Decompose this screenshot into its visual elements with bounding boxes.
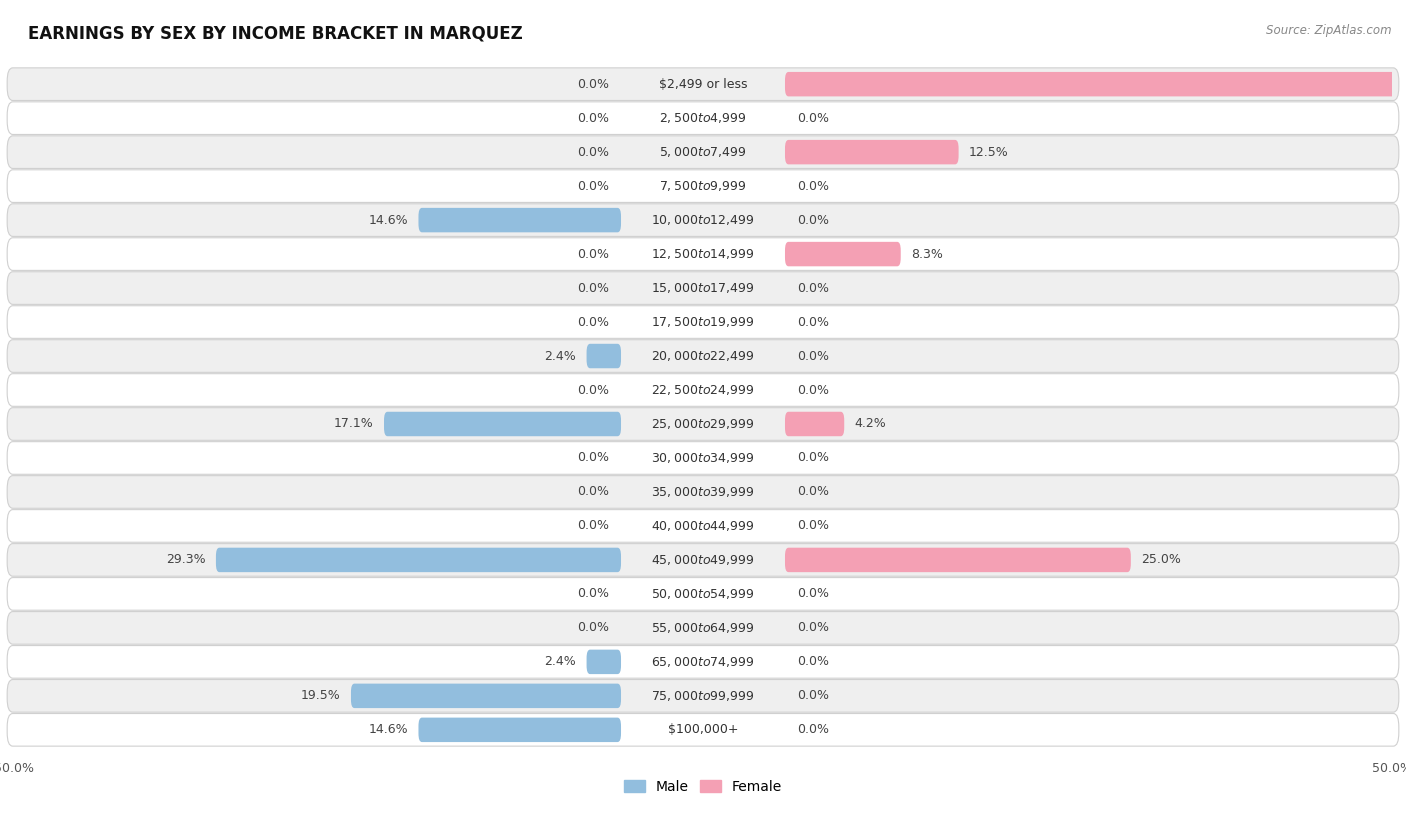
Text: 0.0%: 0.0% [797, 689, 828, 702]
FancyBboxPatch shape [7, 374, 1399, 406]
Text: 0.0%: 0.0% [797, 112, 828, 125]
FancyBboxPatch shape [419, 718, 621, 742]
Text: 0.0%: 0.0% [578, 146, 609, 159]
Text: 0.0%: 0.0% [797, 724, 828, 737]
Text: $55,000 to $64,999: $55,000 to $64,999 [651, 621, 755, 635]
Text: 29.3%: 29.3% [166, 554, 205, 567]
Text: 17.1%: 17.1% [335, 418, 374, 431]
Text: $2,499 or less: $2,499 or less [659, 77, 747, 90]
Text: 0.0%: 0.0% [578, 485, 609, 498]
FancyBboxPatch shape [586, 650, 621, 674]
Text: 0.0%: 0.0% [578, 621, 609, 634]
Text: 0.0%: 0.0% [578, 519, 609, 532]
Text: $25,000 to $29,999: $25,000 to $29,999 [651, 417, 755, 431]
Text: $10,000 to $12,499: $10,000 to $12,499 [651, 213, 755, 227]
Text: 0.0%: 0.0% [797, 655, 828, 668]
Text: $45,000 to $49,999: $45,000 to $49,999 [651, 553, 755, 567]
Text: 0.0%: 0.0% [797, 519, 828, 532]
Text: 25.0%: 25.0% [1142, 554, 1181, 567]
Text: 0.0%: 0.0% [578, 77, 609, 90]
FancyBboxPatch shape [7, 204, 1399, 236]
Text: $40,000 to $44,999: $40,000 to $44,999 [651, 519, 755, 533]
Text: 0.0%: 0.0% [578, 112, 609, 125]
Text: $7,500 to $9,999: $7,500 to $9,999 [659, 179, 747, 193]
FancyBboxPatch shape [7, 272, 1399, 304]
Text: 14.6%: 14.6% [368, 213, 408, 226]
Text: 0.0%: 0.0% [797, 213, 828, 226]
Text: 0.0%: 0.0% [797, 282, 828, 295]
FancyBboxPatch shape [785, 242, 901, 266]
Text: $20,000 to $22,499: $20,000 to $22,499 [651, 349, 755, 363]
FancyBboxPatch shape [785, 548, 1130, 572]
Text: 19.5%: 19.5% [301, 689, 340, 702]
Text: $30,000 to $34,999: $30,000 to $34,999 [651, 451, 755, 465]
FancyBboxPatch shape [7, 306, 1399, 339]
FancyBboxPatch shape [7, 544, 1399, 576]
FancyBboxPatch shape [352, 684, 621, 708]
FancyBboxPatch shape [7, 442, 1399, 475]
Text: 0.0%: 0.0% [578, 180, 609, 193]
FancyBboxPatch shape [217, 548, 621, 572]
Text: $5,000 to $7,499: $5,000 to $7,499 [659, 145, 747, 159]
Text: 0.0%: 0.0% [578, 316, 609, 329]
Text: 0.0%: 0.0% [797, 621, 828, 634]
FancyBboxPatch shape [7, 475, 1399, 508]
Text: $65,000 to $74,999: $65,000 to $74,999 [651, 655, 755, 669]
FancyBboxPatch shape [7, 238, 1399, 270]
Text: 14.6%: 14.6% [368, 724, 408, 737]
Text: $17,500 to $19,999: $17,500 to $19,999 [651, 315, 755, 329]
FancyBboxPatch shape [785, 412, 844, 436]
FancyBboxPatch shape [586, 344, 621, 368]
Text: 0.0%: 0.0% [797, 588, 828, 601]
Text: 0.0%: 0.0% [797, 316, 828, 329]
Legend: Male, Female: Male, Female [619, 774, 787, 799]
Text: Source: ZipAtlas.com: Source: ZipAtlas.com [1267, 24, 1392, 37]
Text: 0.0%: 0.0% [578, 282, 609, 295]
Text: 2.4%: 2.4% [544, 655, 576, 668]
Text: 0.0%: 0.0% [578, 588, 609, 601]
FancyBboxPatch shape [7, 170, 1399, 203]
Text: 4.2%: 4.2% [855, 418, 886, 431]
Text: EARNINGS BY SEX BY INCOME BRACKET IN MARQUEZ: EARNINGS BY SEX BY INCOME BRACKET IN MAR… [28, 24, 523, 42]
Text: 12.5%: 12.5% [969, 146, 1008, 159]
FancyBboxPatch shape [785, 72, 1406, 96]
Text: $35,000 to $39,999: $35,000 to $39,999 [651, 485, 755, 499]
FancyBboxPatch shape [419, 208, 621, 232]
Text: $75,000 to $99,999: $75,000 to $99,999 [651, 689, 755, 702]
Text: 0.0%: 0.0% [797, 485, 828, 498]
Text: 0.0%: 0.0% [797, 383, 828, 396]
FancyBboxPatch shape [384, 412, 621, 436]
Text: 0.0%: 0.0% [797, 452, 828, 465]
Text: 2.4%: 2.4% [544, 349, 576, 362]
Text: $2,500 to $4,999: $2,500 to $4,999 [659, 112, 747, 125]
Text: $22,500 to $24,999: $22,500 to $24,999 [651, 383, 755, 397]
Text: 0.0%: 0.0% [797, 180, 828, 193]
FancyBboxPatch shape [7, 408, 1399, 440]
FancyBboxPatch shape [7, 714, 1399, 746]
FancyBboxPatch shape [7, 646, 1399, 678]
FancyBboxPatch shape [7, 102, 1399, 134]
Text: $100,000+: $100,000+ [668, 724, 738, 737]
FancyBboxPatch shape [7, 339, 1399, 372]
Text: 0.0%: 0.0% [578, 452, 609, 465]
FancyBboxPatch shape [7, 680, 1399, 712]
FancyBboxPatch shape [7, 68, 1399, 100]
Text: $50,000 to $54,999: $50,000 to $54,999 [651, 587, 755, 601]
FancyBboxPatch shape [785, 140, 959, 164]
Text: 0.0%: 0.0% [578, 247, 609, 260]
Text: 0.0%: 0.0% [578, 383, 609, 396]
Text: $12,500 to $14,999: $12,500 to $14,999 [651, 247, 755, 261]
FancyBboxPatch shape [7, 578, 1399, 610]
Text: 0.0%: 0.0% [797, 349, 828, 362]
Text: 8.3%: 8.3% [911, 247, 943, 260]
Text: $15,000 to $17,499: $15,000 to $17,499 [651, 281, 755, 295]
FancyBboxPatch shape [7, 611, 1399, 644]
FancyBboxPatch shape [7, 136, 1399, 168]
FancyBboxPatch shape [7, 510, 1399, 542]
